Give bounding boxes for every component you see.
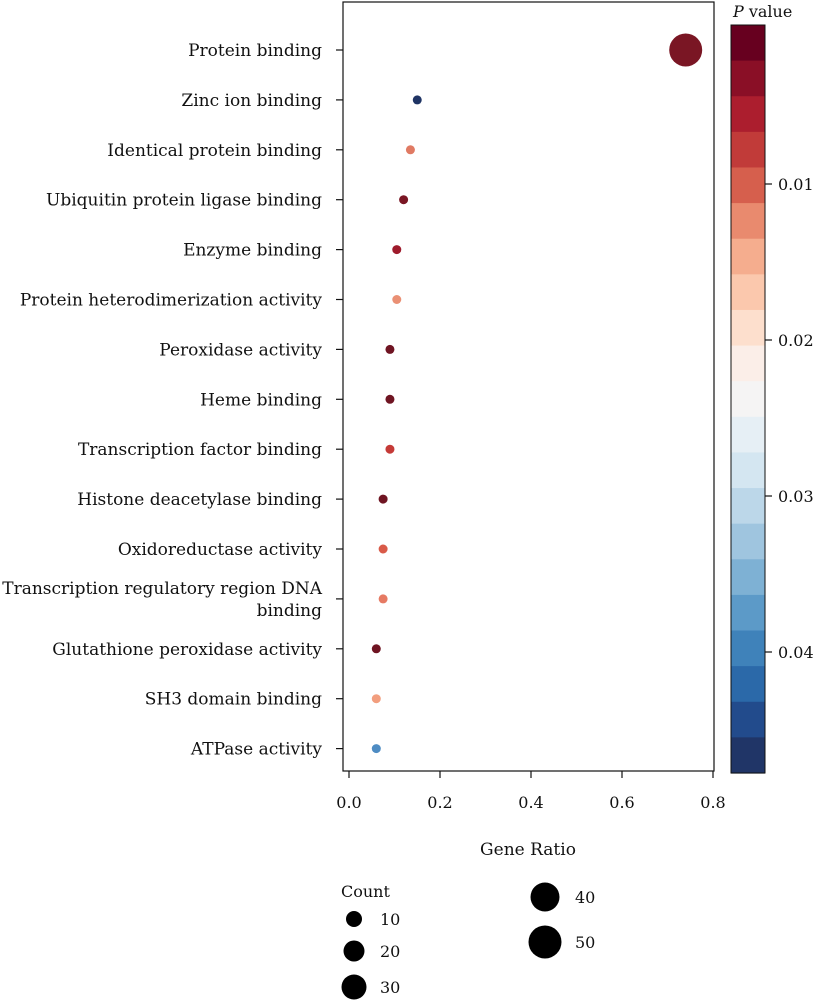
colorbar-title: P value xyxy=(732,2,792,21)
colorbar-band xyxy=(731,167,765,204)
plot-frame xyxy=(342,1,715,772)
y-axis: Protein binding Zinc ion binding Identical… xyxy=(2,41,343,760)
category-label-line: Transcription regulatory region DNA xyxy=(2,579,322,599)
colorbar-band xyxy=(731,381,765,418)
p-value-colorbar: 0.01 0.02 0.03 0.04 xyxy=(730,24,814,774)
data-point xyxy=(378,544,388,554)
data-point xyxy=(399,195,409,205)
category-label: Peroxidase activity xyxy=(159,340,322,360)
x-axis-title: Gene Ratio xyxy=(480,840,576,860)
data-point xyxy=(371,644,381,654)
x-tick-label: 0.2 xyxy=(427,793,452,812)
category-label-line: ATPase activity xyxy=(190,740,322,760)
colorbar-title-italic: P xyxy=(732,2,744,21)
colorbar-band xyxy=(731,60,765,97)
category-label-line: Protein binding xyxy=(188,41,322,61)
size-legend-title: Count xyxy=(341,882,390,901)
category-label: Zinc ion binding xyxy=(181,91,322,111)
colorbar-band xyxy=(731,630,765,667)
data-points xyxy=(371,33,703,754)
category-label-line: Glutathione peroxidase activity xyxy=(52,640,322,660)
category-label: Protein binding xyxy=(188,41,322,61)
category-label-line: binding xyxy=(257,601,323,621)
colorbar-frame xyxy=(730,24,766,774)
size-legend-circle xyxy=(341,974,367,1000)
category-label-line: Enzyme binding xyxy=(183,241,322,261)
colorbar-band xyxy=(731,666,765,703)
category-label-line: Heme binding xyxy=(200,390,322,410)
category-label: Ubiquitin protein ligase binding xyxy=(46,191,322,211)
category-label-line: Ubiquitin protein ligase binding xyxy=(46,191,322,211)
data-point xyxy=(412,95,422,105)
category-label: ATPase activity xyxy=(190,740,322,760)
category-label-line: Identical protein binding xyxy=(107,141,322,161)
colorbar-band xyxy=(731,345,765,382)
colorbar-band xyxy=(731,203,765,240)
category-label: Identical protein binding xyxy=(107,141,322,161)
data-point xyxy=(378,494,388,504)
colorbar-band xyxy=(731,701,765,738)
data-point xyxy=(371,694,381,704)
data-point xyxy=(669,33,703,67)
colorbar-band xyxy=(731,131,765,169)
category-label: Protein heterodimerization activity xyxy=(20,291,323,311)
colorbar-title-rest: value xyxy=(744,2,793,21)
x-tick-label: 0.4 xyxy=(518,793,543,812)
category-label-line: SH3 domain binding xyxy=(145,690,322,710)
data-point xyxy=(385,344,395,354)
size-legend-label: 50 xyxy=(575,933,595,952)
colorbar-band xyxy=(731,594,765,632)
size-legend-circle xyxy=(528,925,562,959)
category-label-line: Zinc ion binding xyxy=(181,91,322,111)
category-label: Transcription factor binding xyxy=(78,440,322,460)
x-tick-label: 0.0 xyxy=(336,793,361,812)
data-point xyxy=(385,394,395,404)
count-size-legend: Count 10 20 30 40 50 xyxy=(341,882,595,1000)
size-legend-label: 30 xyxy=(380,978,400,997)
category-label-line: Peroxidase activity xyxy=(159,340,322,360)
category-label: Transcription regulatory region DNA bindi… xyxy=(2,579,322,621)
category-label-line: Protein heterodimerization activity xyxy=(20,291,323,311)
category-label: Oxidoreductase activity xyxy=(118,540,323,560)
data-point xyxy=(392,245,402,255)
data-point xyxy=(378,594,388,604)
size-legend-label: 40 xyxy=(575,888,595,907)
category-label: SH3 domain binding xyxy=(145,690,322,710)
size-legend-label: 20 xyxy=(380,942,400,961)
size-legend-circle xyxy=(530,882,560,912)
x-tick-label: 0.8 xyxy=(700,793,725,812)
colorbar-tick-label: 0.02 xyxy=(778,331,814,350)
size-legend-circle xyxy=(343,940,365,962)
colorbar-tick-label: 0.01 xyxy=(778,175,814,194)
size-legend-label: 10 xyxy=(380,910,400,929)
colorbar-band xyxy=(731,416,765,454)
colorbar-band xyxy=(731,452,765,489)
category-label-line: Histone deacetylase binding xyxy=(77,490,322,510)
colorbar-band xyxy=(731,25,765,62)
data-point xyxy=(405,145,415,155)
colorbar-band xyxy=(731,523,765,560)
colorbar-band xyxy=(731,238,765,275)
colorbar-band xyxy=(731,96,765,133)
size-legend-circle xyxy=(346,911,362,927)
colorbar-band xyxy=(731,559,765,596)
category-label-line: Transcription factor binding xyxy=(78,440,322,460)
category-label: Heme binding xyxy=(200,390,322,410)
data-point xyxy=(385,444,395,454)
x-tick-label: 0.6 xyxy=(609,793,634,812)
category-label: Histone deacetylase binding xyxy=(77,490,322,510)
colorbar-tick-label: 0.04 xyxy=(778,643,814,662)
data-point xyxy=(371,744,381,754)
colorbar-band xyxy=(731,737,765,774)
colorbar-tick-label: 0.03 xyxy=(778,487,814,506)
x-axis: 0.0 0.2 0.4 0.6 0.8 xyxy=(336,771,726,812)
data-point xyxy=(392,295,402,304)
colorbar-band xyxy=(731,309,765,347)
category-label: Glutathione peroxidase activity xyxy=(52,640,322,660)
category-label: Enzyme binding xyxy=(183,241,322,261)
colorbar-band xyxy=(731,488,765,525)
colorbar-band xyxy=(731,274,765,311)
category-label-line: Oxidoreductase activity xyxy=(118,540,323,560)
